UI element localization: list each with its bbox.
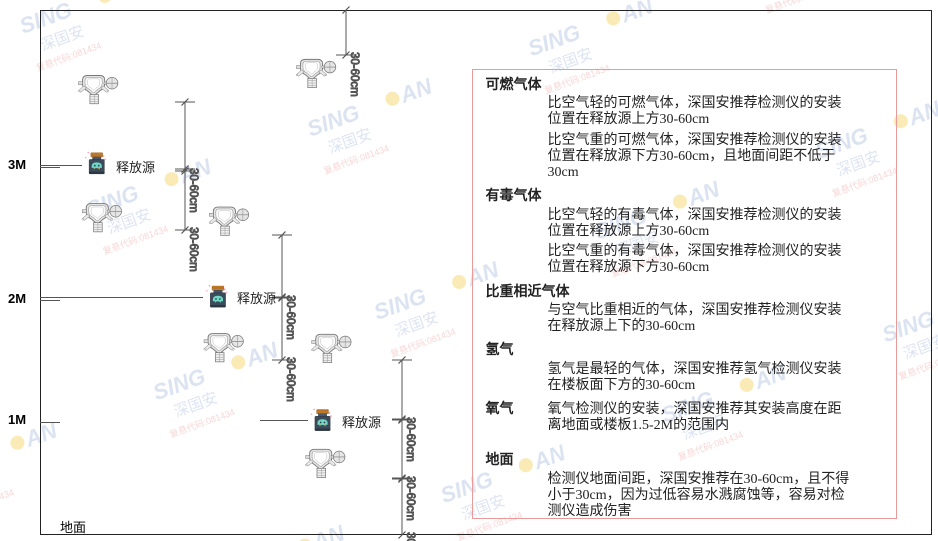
svg-text:30-60cm: 30-60cm: [187, 168, 199, 213]
svg-text:30-60cm: 30-60cm: [284, 295, 296, 340]
svg-text:30-60cm: 30-60cm: [284, 357, 296, 402]
svg-text:30-60cm: 30-60cm: [348, 52, 360, 97]
svg-text:30-60cm: 30-60cm: [404, 417, 416, 462]
svg-text:30-60cm: 30-60cm: [187, 227, 199, 272]
svg-text:30-60cm: 30-60cm: [404, 532, 416, 541]
svg-text:30-60cm: 30-60cm: [404, 476, 416, 521]
